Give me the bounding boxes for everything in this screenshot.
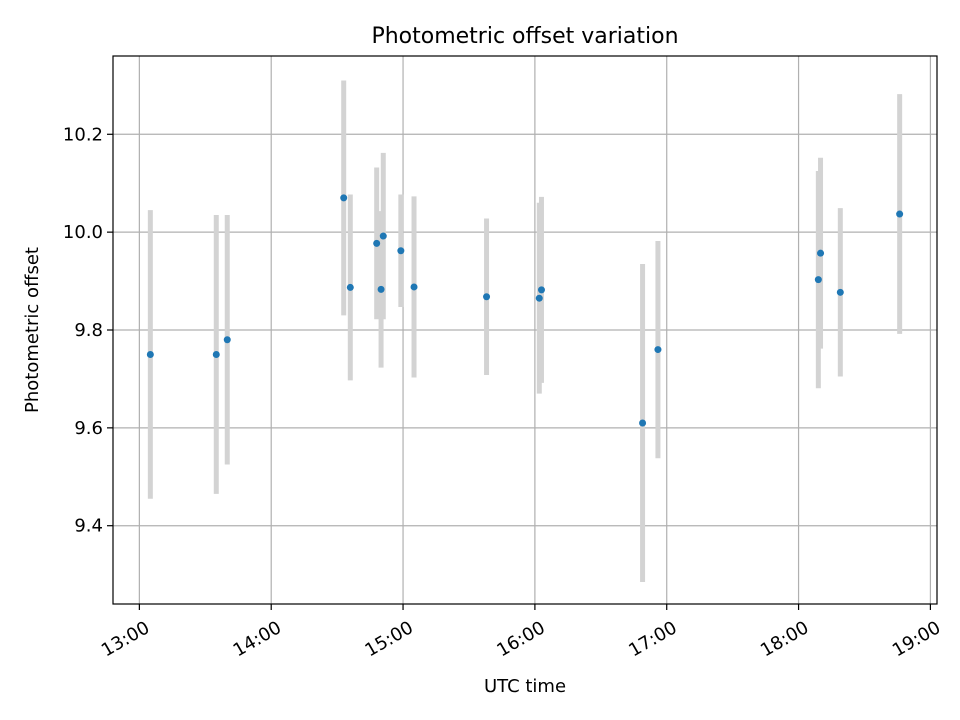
- data-point: [340, 194, 348, 202]
- data-point: [537, 286, 545, 294]
- data-point: [535, 294, 543, 302]
- data-point: [896, 210, 904, 218]
- data-point: [397, 247, 405, 255]
- y-tick-label: 10.0: [63, 222, 103, 243]
- data-point: [379, 232, 387, 240]
- data-point: [146, 350, 154, 358]
- data-point: [654, 346, 662, 354]
- data-point: [814, 276, 822, 284]
- data-point: [483, 293, 491, 301]
- data-point: [410, 283, 418, 291]
- y-tick-label: 9.8: [74, 320, 103, 341]
- data-point: [836, 288, 844, 296]
- data-point: [212, 350, 220, 358]
- y-tick-label: 10.2: [63, 124, 103, 145]
- data-point: [223, 336, 231, 344]
- grid: [113, 56, 937, 604]
- chart-title: Photometric offset variation: [371, 24, 678, 49]
- y-axis-label: Photometric offset: [22, 247, 43, 413]
- data-point: [639, 419, 647, 427]
- data-point: [346, 283, 354, 291]
- data-point: [817, 249, 825, 257]
- data-point: [373, 239, 381, 247]
- y-axis-ticks: 9.4 9.6 9.8 10.0 10.2: [63, 124, 113, 537]
- data-points: [146, 194, 904, 427]
- data-point: [377, 285, 385, 293]
- y-tick-label: 9.6: [74, 418, 103, 439]
- x-axis-label: UTC time: [484, 676, 566, 697]
- y-tick-label: 9.4: [74, 516, 103, 537]
